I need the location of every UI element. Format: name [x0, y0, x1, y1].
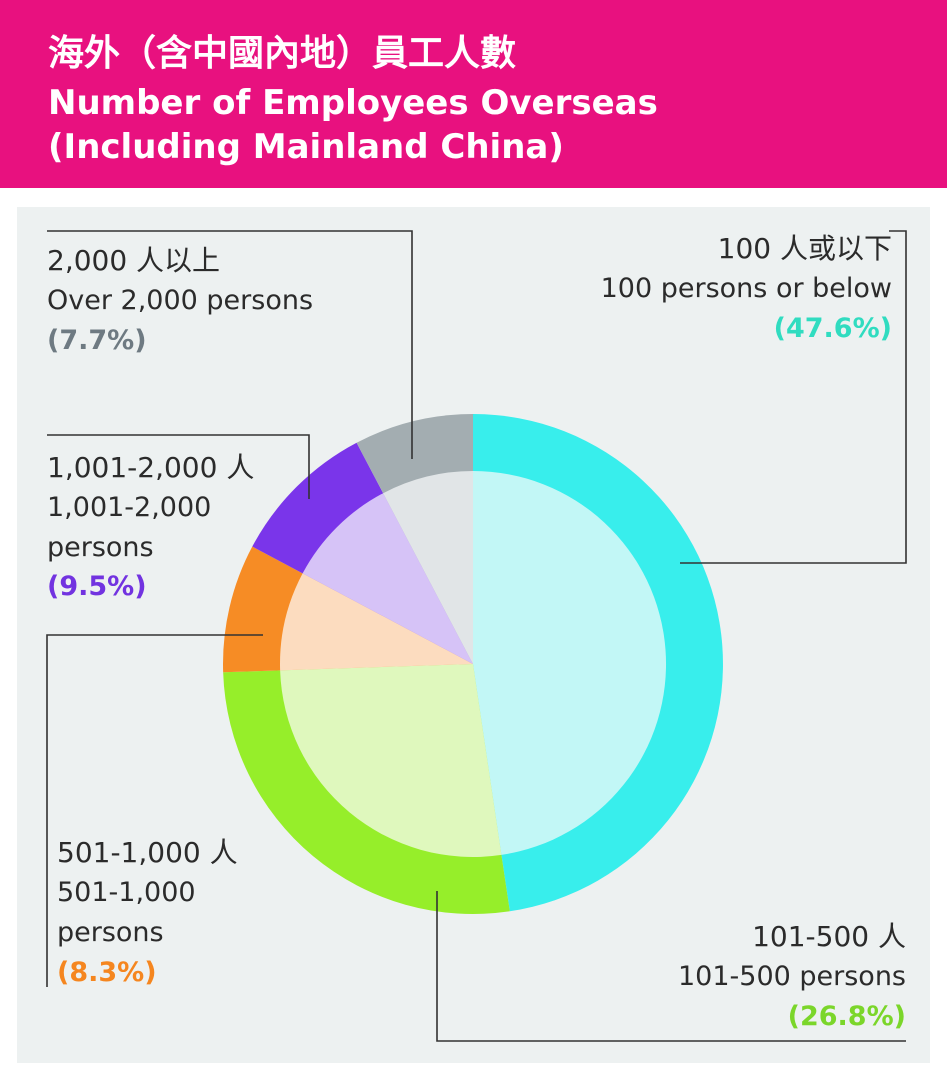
label-over-2000-zh: 2,000 人以上	[47, 244, 221, 277]
value-100-or-below: (47.6%)	[773, 313, 892, 344]
pie-inner-slice-1	[280, 664, 502, 858]
label-100-or-below-zh: 100 人或以下	[717, 232, 892, 265]
pie-inner-slice-4	[383, 471, 473, 664]
pie-inner-slice-0	[473, 471, 667, 855]
label-501-1000-zh: 501-1,000 人	[57, 836, 238, 869]
title-english-line-1: Number of Employees Overseas	[48, 83, 658, 123]
chart-panel: 100 人或以下 100 persons or below (47.6%) 10…	[17, 207, 930, 1063]
label-101-500-zh: 101-500 人	[752, 920, 906, 953]
value-101-500: (26.8%)	[787, 1001, 906, 1032]
label-501-1000-en-line-2: persons	[57, 917, 164, 948]
value-over-2000: (7.7%)	[47, 325, 147, 356]
label-1001-2000-en-line-2: persons	[47, 532, 154, 563]
label-100-or-below-en: 100 persons or below	[600, 273, 892, 304]
leader-line-over-2000	[47, 230, 413, 459]
leader-line-100-or-below	[680, 230, 907, 564]
pie-inner-slice-3	[302, 493, 473, 664]
label-over-2000-en: Over 2,000 persons	[47, 285, 314, 316]
title-english-line-2: (Including Mainland China)	[48, 127, 564, 167]
title-banner: 海外（含中國內地）員工人數 Number of Employees Overse…	[0, 0, 947, 188]
title-chinese: 海外（含中國內地）員工人數	[48, 33, 517, 74]
leader-line-1001-2000	[47, 434, 310, 499]
label-1001-2000-zh: 1,001-2,000 人	[47, 451, 255, 484]
label-501-1000-en-line-1: 501-1,000	[57, 877, 196, 908]
label-101-500-en: 101-500 persons	[677, 961, 906, 992]
leader-line-101-500	[436, 891, 906, 1042]
label-1001-2000-en-line-1: 1,001-2,000	[47, 492, 212, 523]
leader-line-501-1000	[46, 634, 263, 987]
pie-inner-slice-2	[280, 573, 473, 671]
value-1001-2000: (9.5%)	[47, 571, 147, 602]
value-501-1000: (8.3%)	[57, 957, 157, 988]
pie-chart	[46, 230, 907, 1042]
